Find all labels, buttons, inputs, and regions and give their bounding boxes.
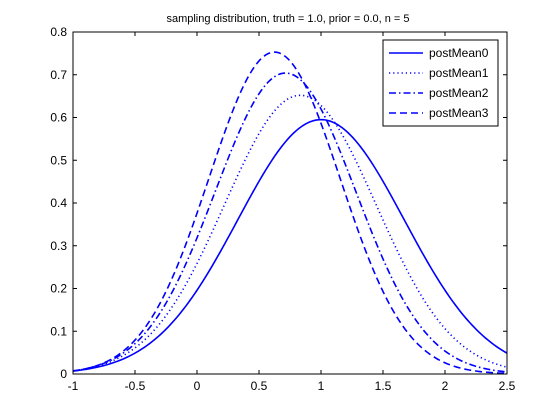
- y-tick-label: 0.3: [50, 239, 67, 253]
- y-tick-label: 0.7: [50, 68, 67, 82]
- y-tick-label: 0: [60, 367, 67, 381]
- y-tick-label: 0.5: [50, 153, 67, 167]
- series-line-postMean2: [72, 72, 508, 373]
- chart-title: sampling distribution, truth = 1.0, prio…: [166, 13, 409, 25]
- axes: -1 -0.5 0 0.5 1 1.5 2 2.5 0 0.1 0.2 0.3 0.4 0.5 0.6 0.7…: [50, 25, 515, 393]
- legend-label-postMean0: postMean0: [429, 46, 489, 60]
- x-tick-label: 0: [194, 379, 201, 393]
- x-tick-label: 1.5: [375, 379, 392, 393]
- x-tick-label: 1: [318, 379, 325, 393]
- y-tick-label: 0.8: [50, 25, 67, 39]
- y-tick-label: 0.1: [50, 324, 67, 338]
- x-tick-label: 2: [442, 379, 449, 393]
- legend-label-postMean3: postMean3: [429, 106, 489, 120]
- legend-box: [382, 39, 499, 127]
- x-tick-label: -0.5: [125, 379, 146, 393]
- legend: postMean0 postMean1 postMean2 postMean3: [382, 39, 499, 127]
- x-tick-label: 0.5: [251, 379, 268, 393]
- series-line-postMean1: [72, 94, 508, 372]
- legend-label-postMean1: postMean1: [429, 66, 489, 80]
- series-line-postMean3: [72, 51, 508, 375]
- y-tick-label: 0.4: [50, 196, 67, 210]
- y-tick-label: 0.6: [50, 111, 67, 125]
- legend-label-postMean2: postMean2: [429, 86, 489, 100]
- x-tick-label: 2.5: [499, 379, 516, 393]
- x-tick-label: -1: [68, 379, 79, 393]
- series-line-postMean0: [72, 118, 508, 372]
- series-layer: [72, 51, 508, 375]
- y-tick-label: 0.2: [50, 282, 67, 296]
